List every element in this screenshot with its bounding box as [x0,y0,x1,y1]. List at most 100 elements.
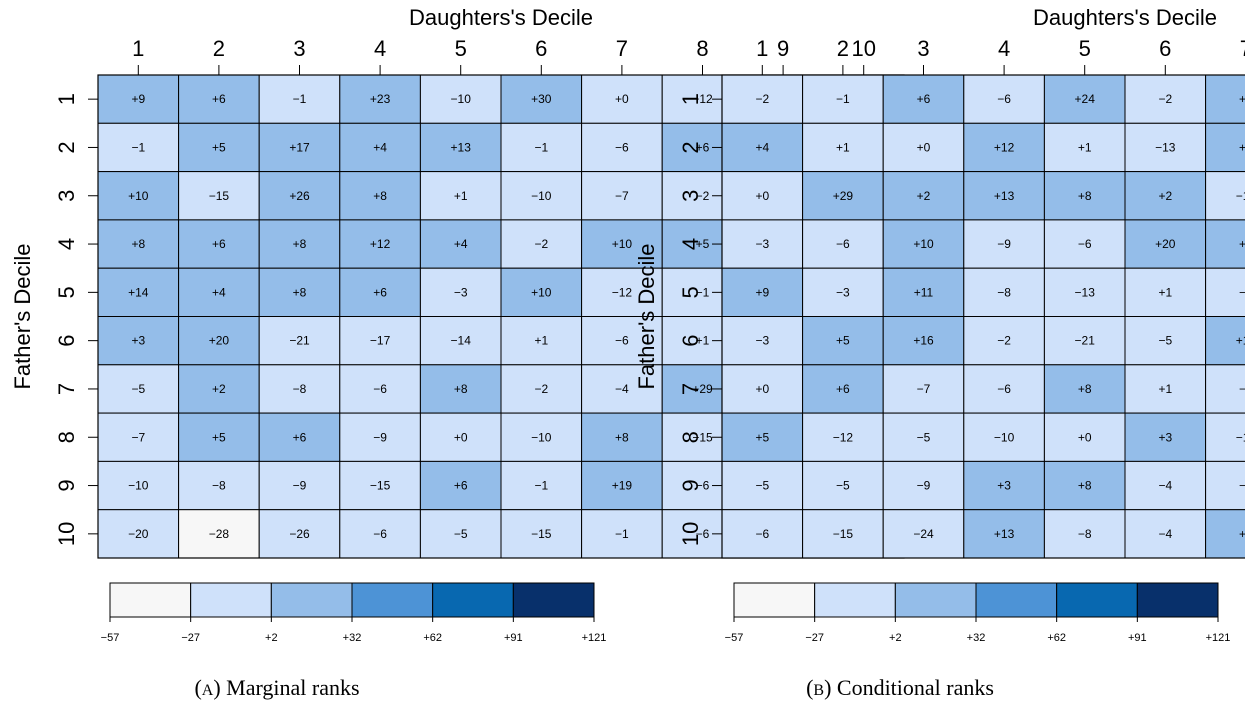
heatmap-cell [339,219,421,269]
heatmap-cell [178,171,260,221]
x-tick-label: 6 [1159,36,1171,61]
cell-value-label: +4 [373,140,387,154]
heatmap-cell [419,412,502,462]
heatmap-cell [721,316,804,366]
heatmap-cell [419,316,502,366]
heatmap-cell [802,509,884,559]
heatmap-cell [258,171,341,221]
panel-caption: (B) Conditional ranks [806,675,994,700]
y-tick-label: 4 [54,238,79,250]
heatmap-cell [963,509,1045,559]
cell-value-label: +5 [755,430,769,444]
y-tick-label: 10 [54,522,79,546]
legend-swatch [270,582,353,618]
cell-value-label: +8 [131,237,145,251]
cell-value-label: −5 [1158,334,1172,348]
y-tick-label: 5 [54,286,79,298]
cell-value-label: −15 [531,527,552,541]
x-tick-label: 2 [213,36,225,61]
heatmap-cell [339,509,421,559]
y-tick-label: 2 [678,141,703,153]
cell-value-label: +1 [454,189,468,203]
cell-value-label: −7 [615,189,629,203]
cell-value-label: +19 [612,479,633,493]
cell-value-label: −1 [696,285,710,299]
cell-value-label: +0 [615,92,629,106]
cell-value-label: −9 [293,479,307,493]
heatmap-cell [1205,364,1245,414]
x-tick-label: 7 [1240,36,1245,61]
y-tick-label: 4 [678,238,703,250]
cell-value-label: +0 [917,140,931,154]
heatmap-cell [882,219,965,269]
y-axis-title: Father's Decile [634,243,659,389]
cell-value-label: −10 [531,430,552,444]
heatmap-cell [581,74,663,124]
cell-value-label: +29 [833,189,854,203]
cell-value-label: +30 [531,92,552,106]
cell-value-label: +26 [289,189,310,203]
heatmap-cell [1043,364,1126,414]
heatmap-cell [1205,412,1245,462]
x-tick-label: 5 [1079,36,1091,61]
legend-swatch [894,582,977,618]
y-tick-label: 1 [54,93,79,105]
heatmap-cell [500,364,583,414]
heatmap-cell [581,122,663,173]
cell-value-label: −8 [997,285,1011,299]
cell-value-label: −3 [755,334,769,348]
heatmap-cell [1043,171,1126,221]
heatmap-cell [178,509,260,559]
heatmap-cell [581,316,663,366]
cell-value-label: −9 [917,479,931,493]
heatmap-cell [339,267,421,318]
heatmap-cell [963,460,1045,511]
x-tick-label: 8 [696,36,708,61]
cell-value-label: +2 [917,189,931,203]
heatmap-cell [721,412,804,462]
panel-conditional-ranks: −2−1+6−6+24−2+6−1−10−15+4+1+0+12+1−13+6+… [634,5,1245,700]
heatmap-cell [339,412,421,462]
cell-value-label: +6 [836,382,850,396]
cell-value-label: +10 [128,189,149,203]
cell-value-label: −12 [692,92,713,106]
heatmap-cell [721,460,804,511]
panel-caption: (A) Marginal ranks [194,675,359,700]
heatmap-cell [721,122,804,173]
x-tick-label: 3 [917,36,929,61]
heatmap-cell [178,316,260,366]
heatmap-cell [1205,509,1245,559]
cell-value-label: −6 [1078,237,1092,251]
caption-letter: B [813,682,824,699]
cell-value-label: −10 [531,189,552,203]
heatmap-cell [581,412,663,462]
x-tick-label: 1 [132,36,144,61]
cell-value-label: +8 [293,237,307,251]
heatmap-cell [178,267,260,318]
cell-value-label: +12 [370,237,391,251]
heatmap-cell [802,364,884,414]
heatmap-cell [1124,219,1207,269]
legend-break-label: +121 [582,632,607,644]
cell-value-label: +10 [531,285,552,299]
cell-value-label: −8 [1239,285,1245,299]
cell-value-label: −5 [917,430,931,444]
cell-value-label: +29 [692,382,713,396]
cell-value-label: +12 [994,140,1015,154]
heatmap-cell [419,219,502,269]
cell-value-label: −21 [289,334,310,348]
heatmap-cell [882,267,965,318]
legend-break-label: +32 [343,632,362,644]
y-tick-label: 2 [54,141,79,153]
cell-value-label: +0 [454,430,468,444]
x-tick-label: 4 [998,36,1010,61]
y-tick-label: 10 [678,522,703,546]
heatmap-cell [963,122,1045,173]
y-tick-label: 9 [54,479,79,491]
x-tick-label: 6 [535,36,547,61]
legend-break-label: −57 [101,632,120,644]
cell-value-label: −12 [833,430,854,444]
cell-value-label: +6 [917,92,931,106]
legend-swatch [512,582,595,618]
cell-value-label: +8 [1078,189,1092,203]
